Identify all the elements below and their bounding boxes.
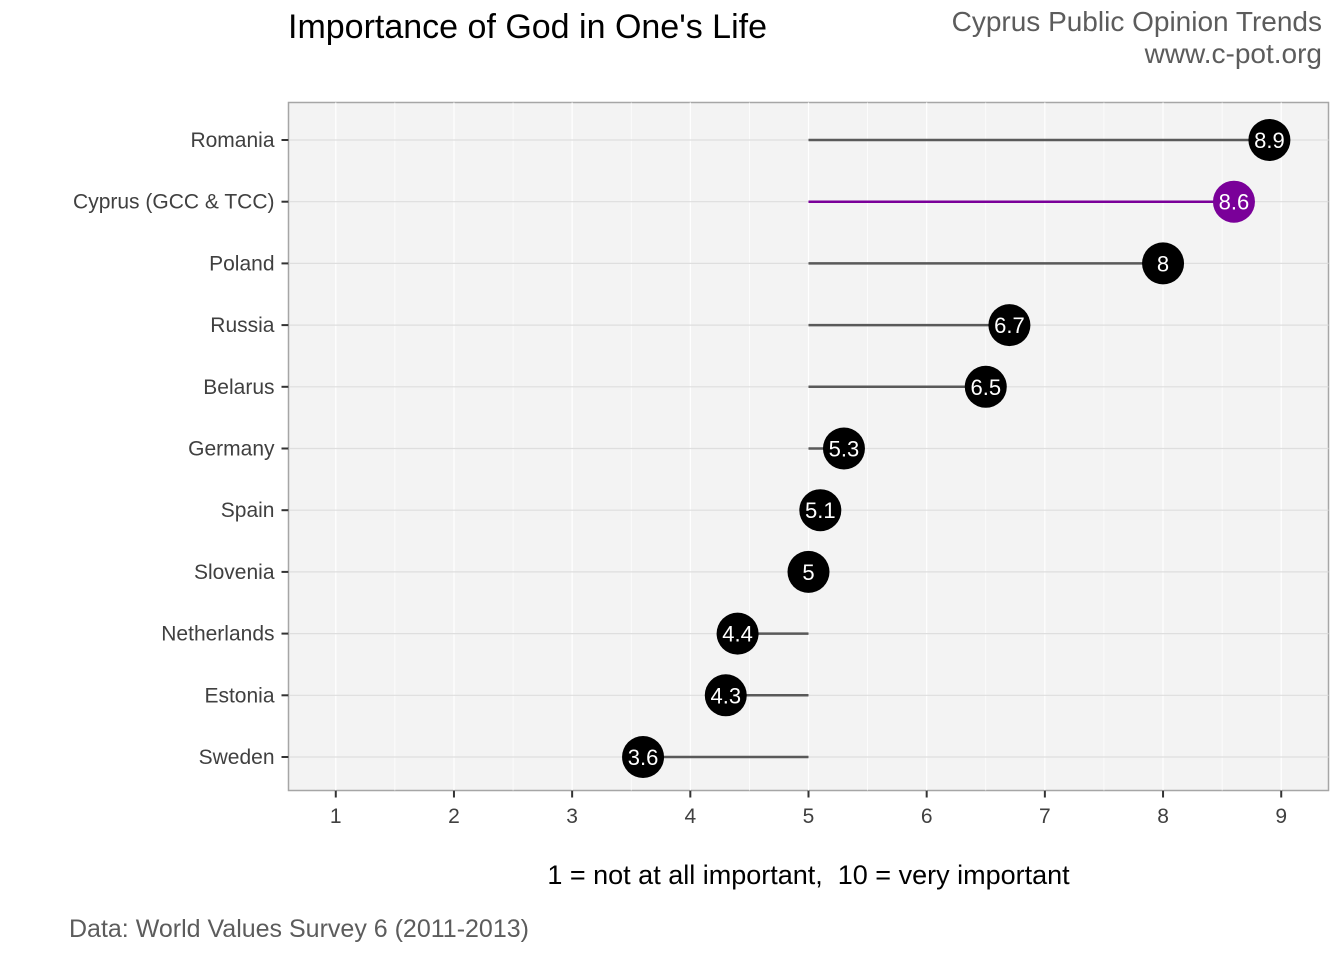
y-tick-label: Sweden	[199, 746, 275, 769]
lollipop-point[interactable]	[1142, 242, 1185, 285]
lollipop-point[interactable]	[1248, 119, 1291, 161]
data-label: 8	[1157, 251, 1169, 276]
y-tick-label: Romania	[190, 129, 274, 152]
y-tick-label: Russia	[210, 314, 275, 337]
x-tick-label: 1	[330, 805, 342, 828]
x-tick-label: 5	[803, 805, 815, 828]
y-tick-label: Slovenia	[194, 561, 275, 584]
data-label: 6.5	[970, 375, 1001, 400]
brand-block: Cyprus Public Opinion Trends www.c-pot.o…	[952, 6, 1322, 70]
data-source: Data: World Values Survey 6 (2011-2013)	[69, 915, 529, 943]
x-tick-label: 7	[1039, 805, 1051, 828]
lollipop-point[interactable]	[622, 736, 665, 778]
chart-marks: 8.9 8.6 8 6.7 6.5 5.3 5.1 5 4.4 4.3 3.6	[622, 119, 1291, 778]
x-tick-label: 4	[684, 805, 696, 828]
lollipop-point[interactable]	[799, 489, 842, 532]
brand-url[interactable]: www.c-pot.org	[1144, 38, 1322, 69]
y-tick-label: Netherlands	[161, 623, 274, 646]
axes: Romania Cyprus (GCC & TCC) Poland Russia Bel…	[73, 129, 1287, 828]
lollipop-point[interactable]	[988, 304, 1031, 347]
x-tick-label: 2	[448, 805, 460, 828]
data-label: 4.4	[722, 622, 753, 647]
x-tick-label: 6	[921, 805, 933, 828]
lollipop-point[interactable]	[964, 365, 1007, 408]
x-axis-caption: 1 = not at all important, 10 = very impo…	[547, 860, 1070, 890]
lollipop-point[interactable]	[1212, 180, 1255, 223]
y-tick-label: Germany	[188, 438, 275, 461]
data-label: 3.6	[628, 745, 659, 770]
chart-title: Importance of God in One's Life	[288, 8, 767, 46]
x-tick-label: 3	[566, 805, 578, 828]
y-tick-label: Poland	[209, 252, 274, 275]
y-tick-label: Cyprus (GCC & TCC)	[73, 191, 274, 214]
data-label: 4.3	[710, 683, 741, 708]
lollipop-point[interactable]	[716, 612, 759, 655]
data-label: 5	[802, 560, 814, 585]
lollipop-point[interactable]	[822, 427, 865, 470]
lollipop-point[interactable]	[704, 674, 747, 717]
brand-name: Cyprus Public Opinion Trends	[951, 6, 1322, 37]
x-tick-label: 9	[1275, 805, 1287, 828]
y-tick-label: Spain	[221, 499, 275, 522]
data-label: 8.6	[1219, 190, 1250, 215]
data-label: 8.9	[1254, 128, 1285, 153]
y-tick-label: Belarus	[203, 376, 274, 399]
data-label: 5.1	[805, 498, 836, 523]
lollipop-point[interactable]	[787, 550, 830, 593]
data-label: 6.7	[994, 313, 1025, 338]
data-label: 5.3	[829, 437, 860, 462]
y-tick-label: Estonia	[204, 684, 274, 707]
x-tick-label: 8	[1157, 805, 1169, 828]
